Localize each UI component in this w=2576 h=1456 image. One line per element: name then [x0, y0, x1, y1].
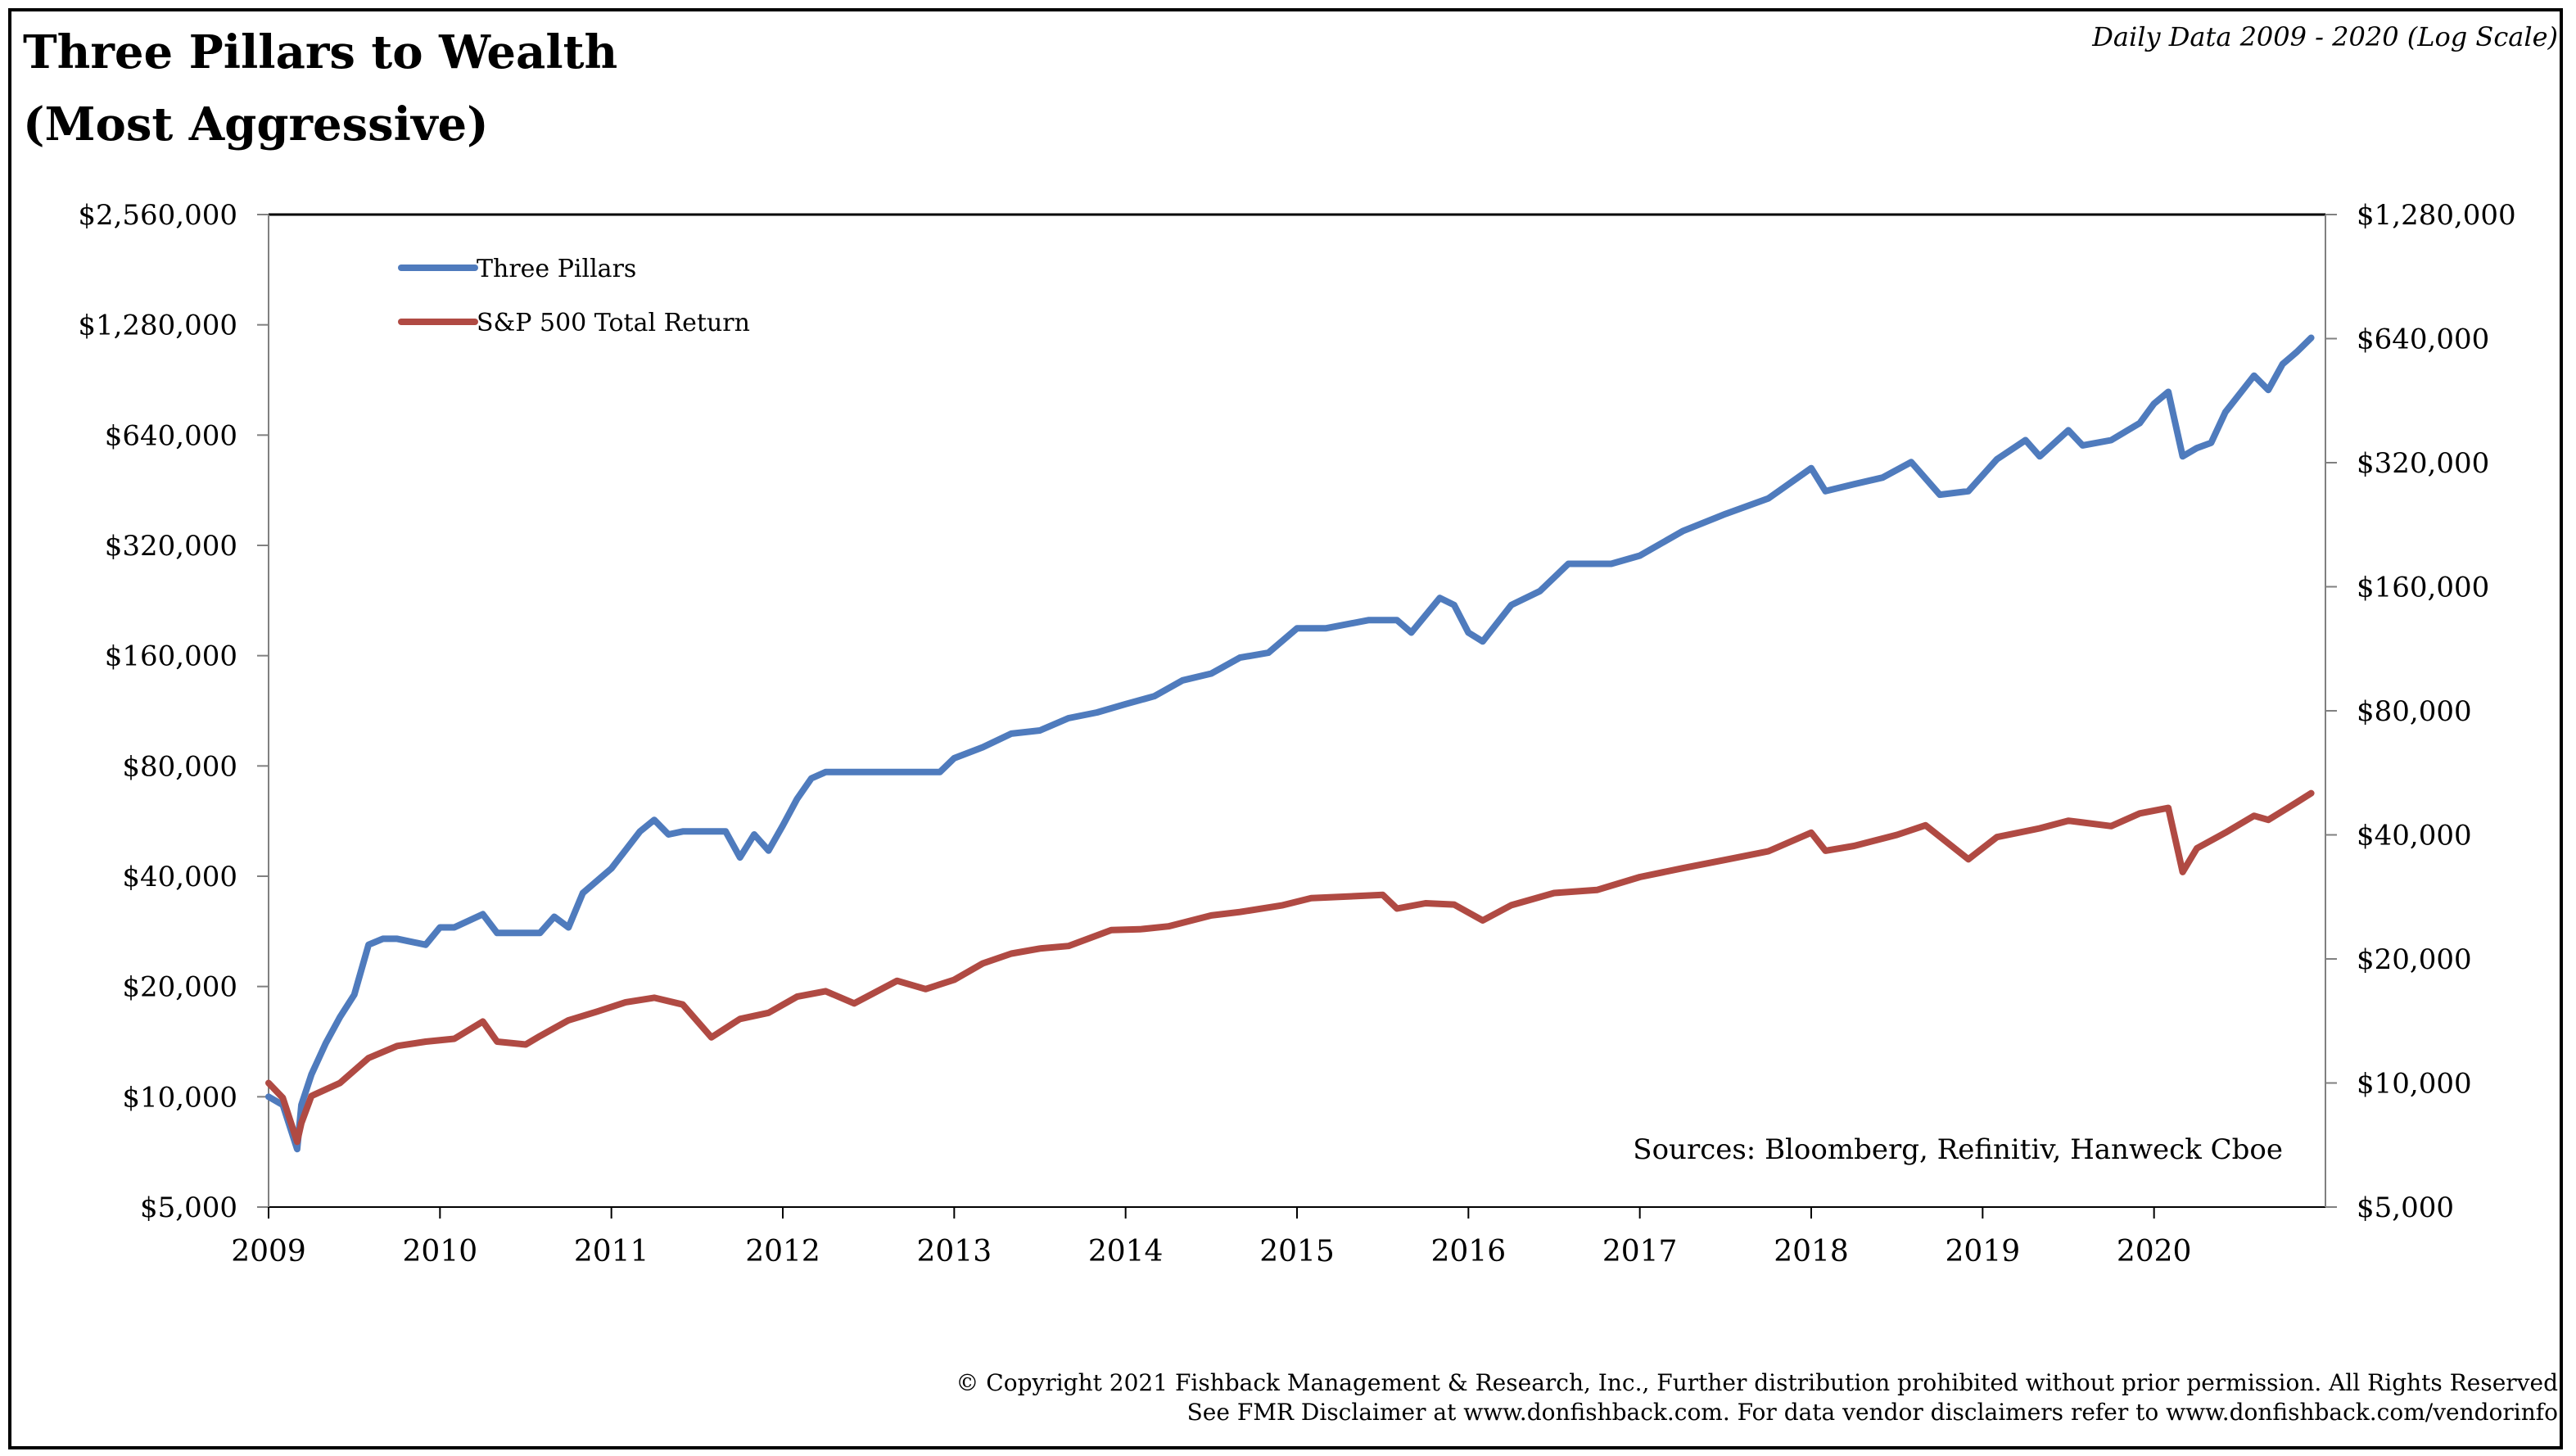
x-tick-label: 2012 — [745, 1235, 820, 1268]
sources-annotation: Sources: Bloomberg, Refinitiv, Hanweck C… — [1633, 1133, 2283, 1166]
x-tick-label: 2009 — [231, 1235, 306, 1268]
legend-label: S&P 500 Total Return — [477, 309, 750, 337]
left-y-tick-label: $40,000 — [122, 861, 237, 893]
left-y-tick-label: $20,000 — [122, 971, 237, 1004]
left-y-tick-label: $640,000 — [105, 419, 237, 452]
copyright-notice: © Copyright 2021 Fishback Management & R… — [956, 1369, 2558, 1396]
chart-subtitle: Daily Data 2009 - 2020 (Log Scale) — [2092, 21, 2558, 52]
x-tick-label: 2016 — [1431, 1235, 1507, 1268]
x-tick-label: 2018 — [1774, 1235, 1849, 1268]
chart-title-line1: Three Pillars to Wealth — [23, 25, 618, 79]
left-y-tick-label: $320,000 — [105, 530, 237, 563]
left-y-tick-label: $160,000 — [105, 640, 237, 673]
right-y-tick-label: $640,000 — [2357, 323, 2489, 356]
right-y-tick-label: $160,000 — [2357, 572, 2489, 604]
series-line-sp500-total-return — [265, 789, 2315, 1146]
right-y-tick-label: $1,280,000 — [2357, 199, 2516, 232]
left-y-tick-label: $80,000 — [122, 750, 237, 783]
x-tick-label: 2017 — [1602, 1235, 1678, 1268]
legend-label: Three Pillars — [477, 255, 636, 283]
right-y-tick-label: $80,000 — [2357, 695, 2472, 728]
left-y-tick-label: $5,000 — [140, 1191, 237, 1224]
left-y-tick-label: $1,280,000 — [78, 310, 237, 342]
x-tick-label: 2015 — [1259, 1235, 1335, 1268]
x-tick-label: 2010 — [403, 1235, 478, 1268]
chart-frame — [8, 8, 2563, 1449]
right-y-tick-label: $10,000 — [2357, 1068, 2472, 1101]
disclaimer-notice: See FMR Disclaimer at www.donfishback.co… — [1186, 1399, 2558, 1426]
x-tick-label: 2020 — [2117, 1235, 2192, 1268]
left-y-tick-label: $2,560,000 — [78, 199, 237, 232]
left-y-tick-label: $10,000 — [122, 1081, 237, 1114]
right-y-tick-label: $40,000 — [2357, 820, 2472, 852]
chart-title-line2: (Most Aggressive) — [23, 97, 489, 151]
series-line-three-pillars — [265, 334, 2315, 1153]
x-tick-label: 2014 — [1088, 1235, 1164, 1268]
right-y-tick-label: $20,000 — [2357, 943, 2472, 976]
right-y-tick-label: $320,000 — [2357, 447, 2489, 480]
x-tick-label: 2019 — [1946, 1235, 2021, 1268]
x-tick-label: 2011 — [574, 1235, 649, 1268]
x-tick-label: 2013 — [917, 1235, 992, 1268]
right-y-tick-label: $5,000 — [2357, 1191, 2454, 1224]
